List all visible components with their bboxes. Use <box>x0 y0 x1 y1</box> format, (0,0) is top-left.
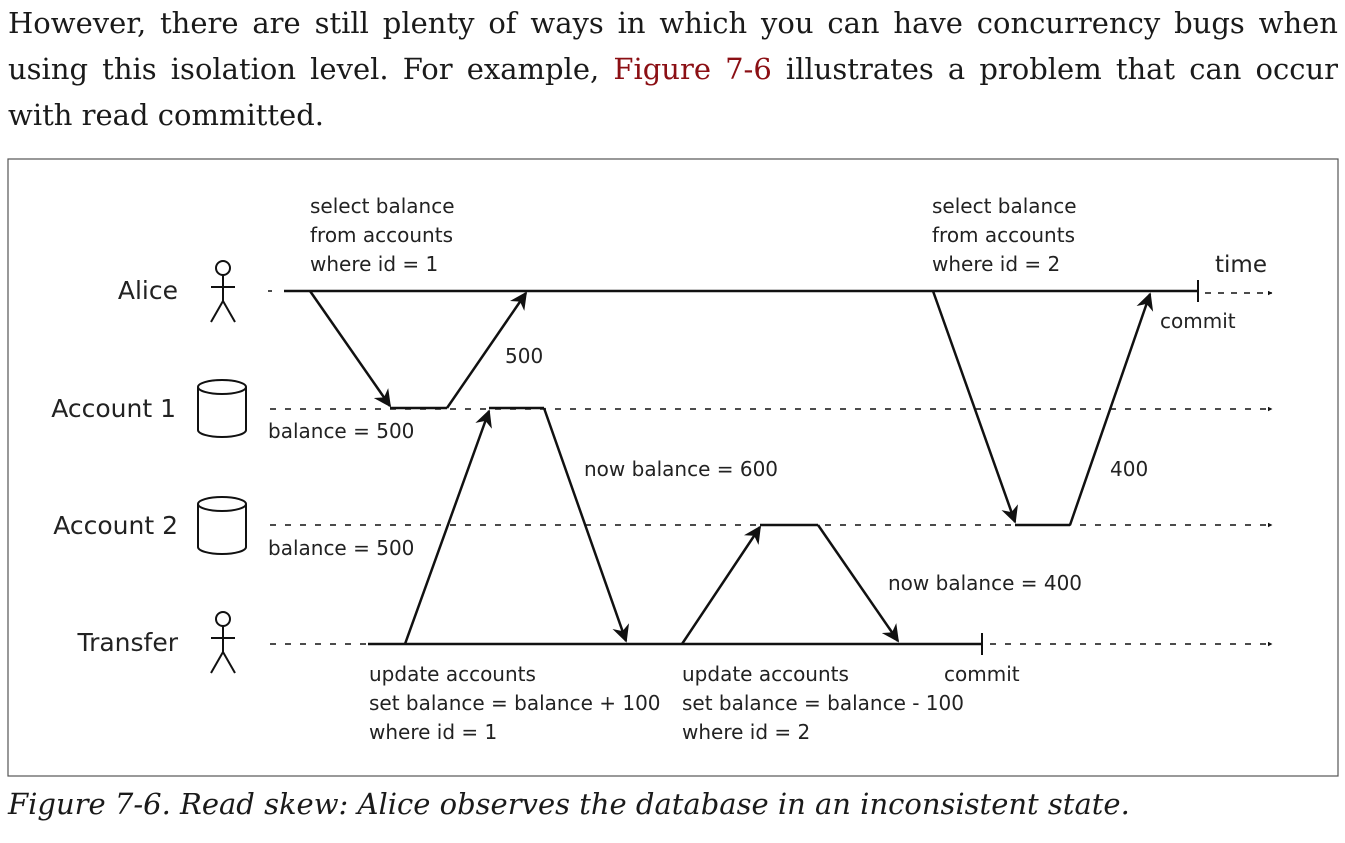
alice-read-account2-flow <box>931 290 1154 527</box>
alice-label: Alice <box>118 276 178 305</box>
svg-text:from accounts: from accounts <box>310 223 453 247</box>
svg-text:update accounts: update accounts <box>682 662 849 686</box>
svg-text:where id = 1: where id = 1 <box>369 720 497 744</box>
now-balance-400-label: now balance = 400 <box>888 571 1082 595</box>
svg-text:set balance = balance - 100: set balance = balance - 100 <box>682 691 964 715</box>
alice-person-icon <box>210 260 236 323</box>
figure-frame <box>7 158 1339 777</box>
account2-balance-label: balance = 500 <box>268 536 414 560</box>
svg-text:set balance = balance + 100: set balance = balance + 100 <box>369 691 661 715</box>
transfer-label: Transfer <box>76 628 178 657</box>
paragraph-text-after: illustrates a problem that can occur wit… <box>8 52 1338 132</box>
svg-text:update accounts: update accounts <box>369 662 536 686</box>
figure-reference-link[interactable]: Figure 7-6 <box>613 52 772 86</box>
update-account2-label: update accounts set balance = balance - … <box>682 662 964 744</box>
alice-query1-label: select balance from accounts where id = … <box>310 194 455 276</box>
alice-timeline <box>268 280 1273 302</box>
account1-label: Account 1 <box>51 394 176 423</box>
transfer-person-icon <box>210 611 236 674</box>
transfer-timeline <box>270 633 1273 655</box>
response-500-label: 500 <box>505 344 543 368</box>
account2-label: Account 2 <box>53 511 178 540</box>
now-balance-600-label: now balance = 600 <box>584 457 778 481</box>
account2-database-icon <box>197 496 247 555</box>
svg-text:select balance: select balance <box>310 194 455 218</box>
svg-text:from accounts: from accounts <box>932 223 1075 247</box>
transfer-update-account1-flow <box>403 406 630 645</box>
alice-query2-label: select balance from accounts where id = … <box>932 194 1077 276</box>
paragraph-text-before: However, there are still plenty of ways … <box>8 6 1338 86</box>
alice-read-account1-flow <box>308 290 528 410</box>
svg-text:where id = 1: where id = 1 <box>310 252 438 276</box>
transfer-update-account2-flow <box>680 523 900 645</box>
body-paragraph: However, there are still plenty of ways … <box>8 0 1338 138</box>
svg-text:where id = 2: where id = 2 <box>682 720 810 744</box>
figure-caption: Figure 7-6. Read skew: Alice observes th… <box>8 787 1130 821</box>
account1-balance-label: balance = 500 <box>268 419 414 443</box>
svg-text:where id = 2: where id = 2 <box>932 252 1060 276</box>
transfer-commit-label: commit <box>944 662 1020 686</box>
alice-commit-label: commit <box>1160 309 1236 333</box>
account1-database-icon <box>197 379 247 438</box>
update-account1-label: update accounts set balance = balance + … <box>369 662 661 744</box>
response-400-label: 400 <box>1110 457 1148 481</box>
time-label: time <box>1215 252 1267 278</box>
svg-text:select balance: select balance <box>932 194 1077 218</box>
